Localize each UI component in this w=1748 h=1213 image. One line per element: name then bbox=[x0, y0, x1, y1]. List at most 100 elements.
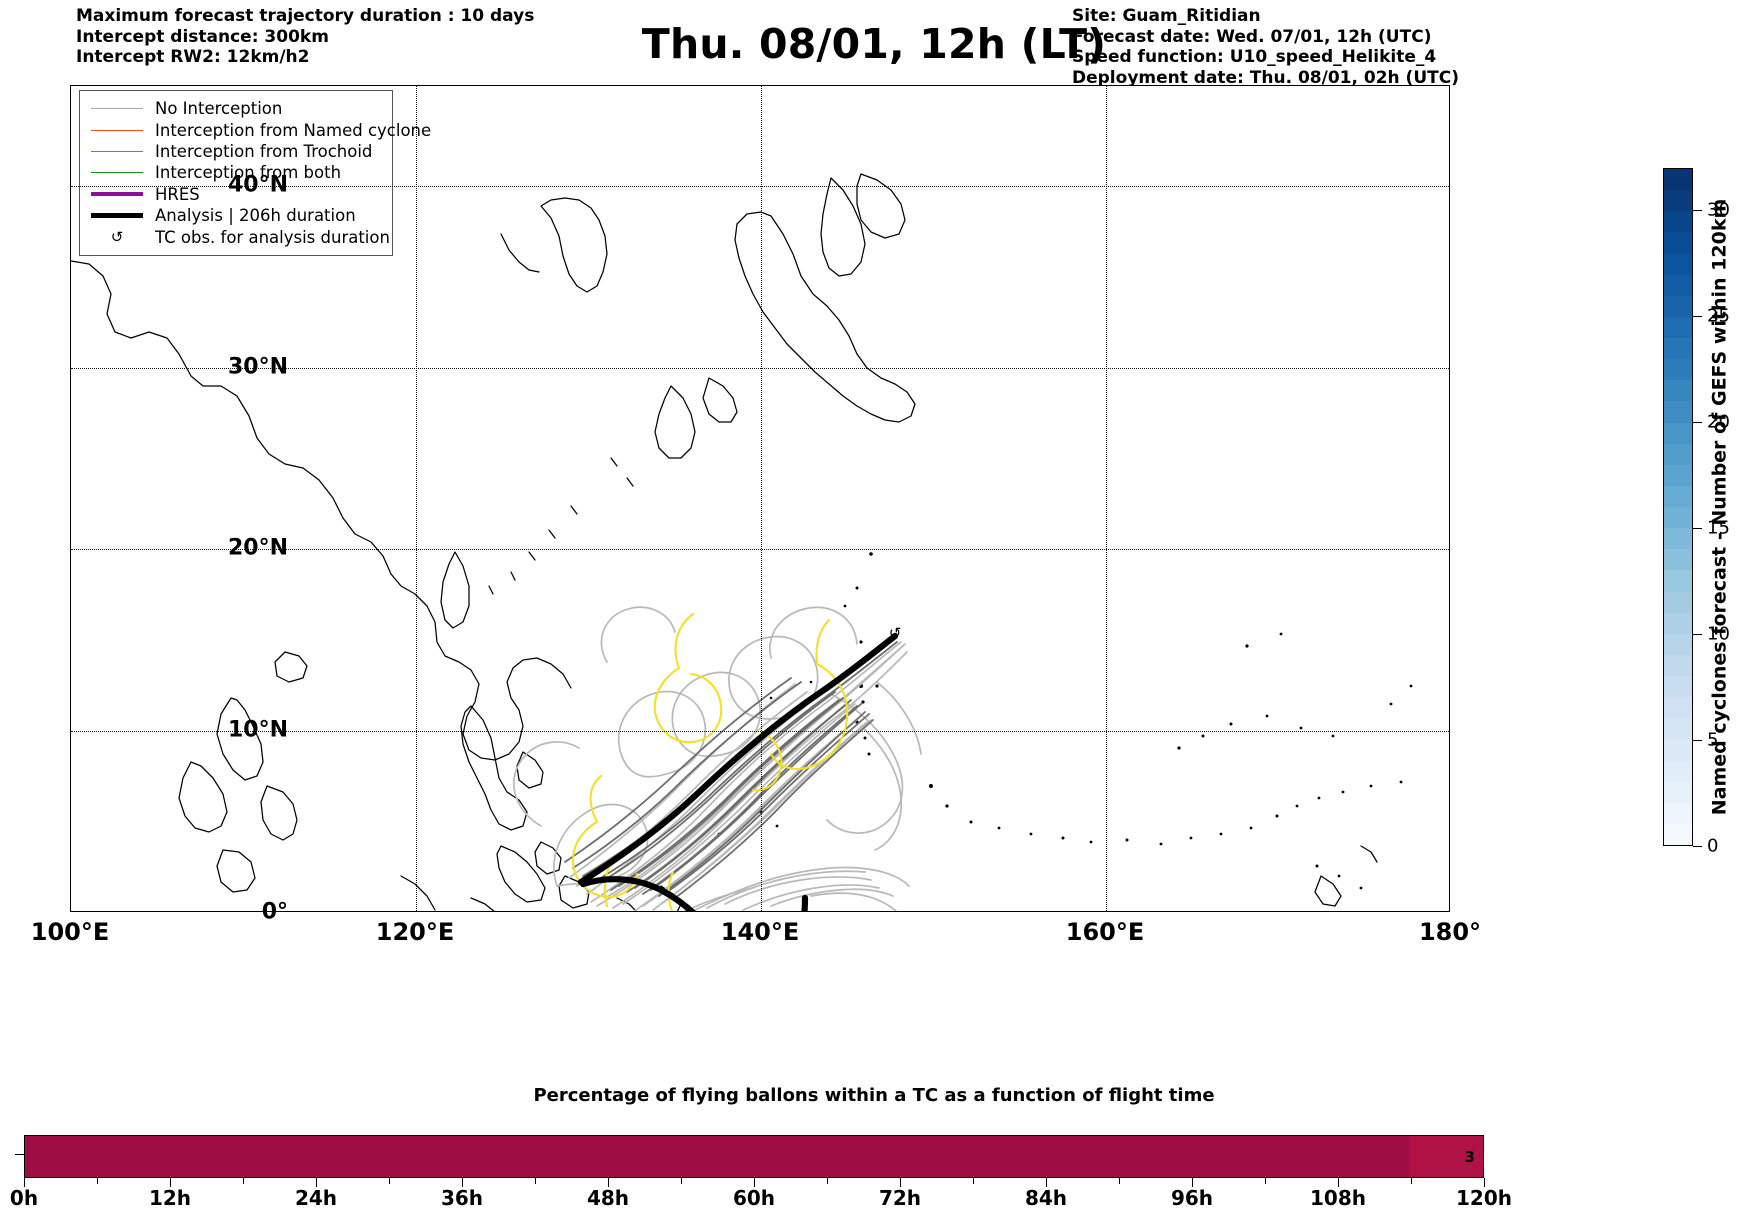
barchart-tick-label-108: 108h bbox=[1310, 1186, 1366, 1210]
colorbar-tick bbox=[1693, 210, 1702, 212]
barchart-title: Percentage of flying ballons within a TC… bbox=[533, 1085, 1215, 1106]
colorbar-level bbox=[1664, 316, 1692, 338]
colorbar-level bbox=[1664, 253, 1692, 275]
site-text: Site: Guam_Ritidian bbox=[1072, 6, 1261, 26]
colorbar-level bbox=[1664, 823, 1692, 845]
legend-line-swatch bbox=[89, 108, 145, 110]
colorbar-level bbox=[1664, 190, 1692, 212]
gridline-latitude bbox=[71, 367, 1449, 369]
colorbar-level bbox=[1664, 802, 1692, 824]
colorbar-level bbox=[1664, 211, 1692, 233]
barchart-major-tick bbox=[170, 1178, 171, 1187]
colorbar-level bbox=[1664, 528, 1692, 550]
legend-line-swatch bbox=[89, 129, 145, 131]
legend-item-label: HRES bbox=[155, 184, 200, 204]
legend-line bbox=[91, 213, 143, 219]
gridline-latitude bbox=[71, 185, 1449, 187]
colorbar-level bbox=[1664, 422, 1692, 444]
legend-item-6: ↺ TC obs. for analysis duration bbox=[89, 226, 390, 247]
barchart-tick-label-24: 24h bbox=[294, 1186, 338, 1210]
legend-line-swatch bbox=[89, 150, 145, 152]
colorbar-level bbox=[1664, 591, 1692, 613]
colorbar-tick-label-30: 30 bbox=[1707, 199, 1730, 221]
legend-item-label: TC obs. for analysis duration bbox=[155, 227, 390, 247]
legend-line bbox=[91, 108, 143, 110]
barchart-minor-tick bbox=[535, 1178, 536, 1184]
barchart-major-tick bbox=[1338, 1178, 1339, 1187]
tc-observation-markers: ↺ bbox=[889, 624, 902, 642]
barchart-major-tick bbox=[316, 1178, 317, 1187]
legend-item-label: Analysis | 206h duration bbox=[155, 206, 356, 226]
colorbar-level bbox=[1664, 485, 1692, 507]
header-left-info: Maximum forecast trajectory duration : 1… bbox=[76, 6, 534, 68]
map-canvas: ↺ bbox=[71, 173, 1413, 911]
colorbar-tick bbox=[1693, 846, 1702, 847]
longitude-tick-120: 120°E bbox=[375, 918, 455, 946]
colorbar-tick-label-5: 5 bbox=[1707, 729, 1719, 751]
latitude-tick-20: 20°N bbox=[227, 535, 288, 561]
colorbar-tick-label-10: 10 bbox=[1707, 623, 1730, 645]
gridline-latitude bbox=[71, 549, 1449, 551]
barchart-tick-label-72: 72h bbox=[878, 1186, 922, 1210]
barchart-minor-tick bbox=[97, 1178, 98, 1184]
legend-line-swatch bbox=[89, 192, 145, 197]
barchart-major-tick bbox=[1192, 1178, 1193, 1187]
colorbar-tick-label-20: 20 bbox=[1707, 411, 1730, 433]
legend-item-1: Interception from Named cyclone bbox=[89, 119, 431, 140]
longitude-tick-180: 180° bbox=[1418, 918, 1482, 946]
tc-obs-icon: ↺ bbox=[110, 227, 124, 246]
colorbar-level bbox=[1664, 739, 1692, 761]
legend-item-0: No Interception bbox=[89, 98, 380, 119]
barchart-y-tick bbox=[15, 1154, 24, 1155]
longitude-tick-160: 160°E bbox=[1065, 918, 1145, 946]
barchart-minor-tick bbox=[389, 1178, 390, 1184]
bar-segment-1[interactable]: 3 bbox=[1410, 1136, 1483, 1177]
map-plot-area[interactable]: ↺ No Interception Interception from Named… bbox=[70, 85, 1450, 912]
bar-value-label: 3 bbox=[1464, 1147, 1475, 1166]
barchart-major-tick bbox=[1484, 1178, 1485, 1187]
gridline-longitude bbox=[1106, 86, 1107, 911]
colorbar-axis-label: Named cyclones forecast - Number of GEFS… bbox=[1704, 168, 1734, 846]
map-legend: No Interception Interception from Named c… bbox=[79, 90, 431, 256]
colorbar-tick bbox=[1693, 740, 1702, 742]
legend-line-swatch bbox=[89, 213, 145, 219]
barchart-major-tick bbox=[608, 1178, 609, 1187]
coastline-layer bbox=[71, 173, 1378, 911]
svg-text:↺: ↺ bbox=[889, 624, 902, 642]
colorbar-level bbox=[1664, 781, 1692, 803]
speed-function-text: Speed function: U10_speed_Helikite_4 bbox=[1072, 47, 1437, 67]
legend-item-3: Interception from both bbox=[89, 162, 380, 183]
colorbar-level bbox=[1664, 169, 1692, 191]
colorbar-level bbox=[1664, 549, 1692, 571]
barchart-minor-tick bbox=[827, 1178, 828, 1184]
forecast-date-text: Forecast date: Wed. 07/01, 12h (UTC) bbox=[1072, 26, 1432, 47]
latitude-tick-0: 0° bbox=[261, 899, 288, 925]
max-forecast-duration-text: Maximum forecast trajectory duration : 1… bbox=[76, 6, 535, 26]
latitude-tick-10: 10°N bbox=[227, 717, 288, 743]
legend-item-2: Interception from Trochoid bbox=[89, 141, 380, 162]
colorbar-level bbox=[1664, 612, 1692, 634]
barchart-tick-label-0: 0h bbox=[9, 1186, 39, 1210]
colorbar[interactable]: 0 5 10 15 20 25 30 bbox=[1663, 168, 1730, 857]
colorbar-level bbox=[1664, 633, 1692, 655]
colorbar-level bbox=[1664, 654, 1692, 676]
colorbar-tick-label-15: 15 bbox=[1707, 517, 1730, 539]
legend-item-4: HRES bbox=[89, 184, 380, 205]
longitude-tick-140: 140°E bbox=[720, 918, 800, 946]
bar-segment-0[interactable] bbox=[25, 1136, 1411, 1177]
barchart-tick-label-12: 12h bbox=[148, 1186, 192, 1210]
colorbar-label-text: Named cyclones forecast - Number of GEFS… bbox=[1708, 198, 1731, 816]
colorbar-level bbox=[1664, 359, 1692, 381]
legend-line bbox=[91, 172, 143, 174]
colorbar-level bbox=[1664, 464, 1692, 486]
barchart-tick-label-96: 96h bbox=[1170, 1186, 1214, 1210]
colorbar-tick bbox=[1693, 316, 1702, 318]
colorbar-gradient bbox=[1663, 168, 1693, 846]
barchart-major-tick bbox=[900, 1178, 901, 1187]
colorbar-level bbox=[1664, 676, 1692, 698]
legend-item-5: Analysis | 206h duration bbox=[89, 205, 380, 226]
colorbar-level bbox=[1664, 380, 1692, 402]
barchart-major-tick bbox=[1046, 1178, 1047, 1187]
colorbar-level bbox=[1664, 338, 1692, 360]
barchart-plot-area[interactable]: 3 bbox=[24, 1135, 1484, 1178]
